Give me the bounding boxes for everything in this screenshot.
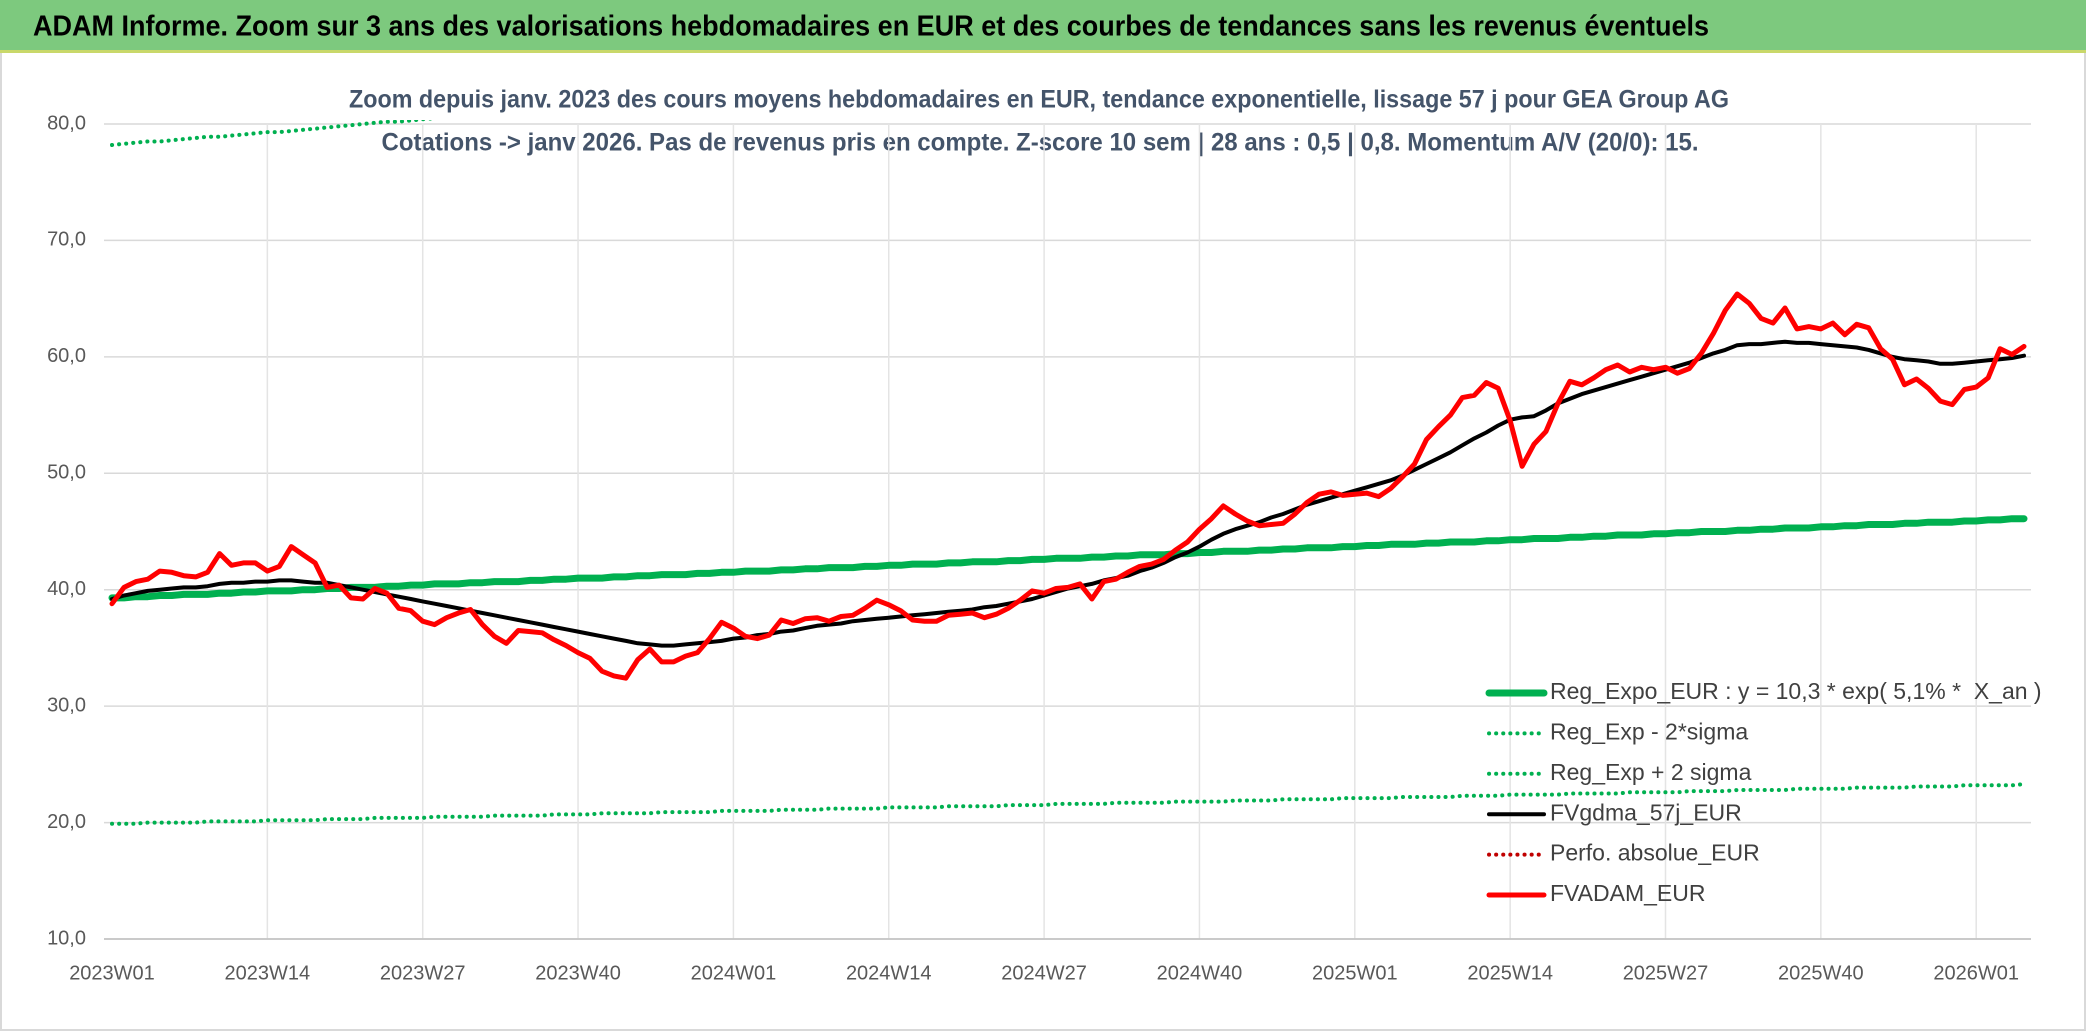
y-tick-label: 10,0 bbox=[47, 927, 86, 949]
series-line bbox=[110, 782, 2026, 826]
x-tick-label: 2023W27 bbox=[380, 962, 466, 984]
y-tick-label: 60,0 bbox=[47, 345, 86, 367]
legend-label: FVADAM_EUR bbox=[1550, 880, 1706, 906]
legend-label: Reg_Exp + 2 sigma bbox=[1550, 759, 1752, 785]
y-tick-label: 20,0 bbox=[47, 811, 86, 833]
x-tick-label: 2025W40 bbox=[1778, 962, 1864, 984]
x-tick-label: 2023W40 bbox=[535, 962, 621, 984]
x-tick-label: 2024W27 bbox=[1001, 962, 1087, 984]
y-tick-label: 50,0 bbox=[47, 462, 86, 484]
x-tick-label: 2025W01 bbox=[1312, 962, 1398, 984]
x-tick-label: 2024W01 bbox=[691, 962, 777, 984]
legend-label: FVgdma_57j_EUR bbox=[1550, 799, 1742, 825]
x-tick-label: 2025W14 bbox=[1467, 962, 1553, 984]
legend-label: Reg_Expo_EUR : y = 10,3 * exp( 5,1% * X_… bbox=[1550, 678, 2042, 704]
x-tick-label: 2025W27 bbox=[1623, 962, 1709, 984]
header-bar bbox=[0, 0, 2086, 53]
x-tick-label: 2023W01 bbox=[69, 962, 155, 984]
header-rule bbox=[0, 50, 2086, 53]
grid bbox=[104, 123, 2031, 940]
chart-title: Zoom depuis janv. 2023 des cours moyens … bbox=[349, 86, 1729, 114]
x-tick-label: 2026W01 bbox=[1933, 962, 2019, 984]
legend-label: Reg_Exp - 2*sigma bbox=[1550, 718, 1748, 744]
header-title: ADAM Informe. Zoom sur 3 ans des valoris… bbox=[33, 11, 1709, 43]
chart-subtitle: Cotations -> janv 2026. Pas de revenus p… bbox=[382, 129, 1699, 157]
y-tick-label: 70,0 bbox=[47, 229, 86, 251]
legend: Reg_Expo_EUR : y = 10,3 * exp( 5,1% * X_… bbox=[1485, 678, 2042, 906]
y-tick-label: 40,0 bbox=[47, 578, 86, 600]
series-line bbox=[109, 291, 2027, 681]
y-tick-label: 80,0 bbox=[47, 112, 86, 134]
legend-label: Perfo. absolue_EUR bbox=[1550, 840, 1760, 866]
x-tick-label: 2023W14 bbox=[225, 962, 311, 984]
x-tick-label: 2024W40 bbox=[1157, 962, 1243, 984]
plot-lines bbox=[108, 120, 2028, 826]
x-tick-label: 2024W14 bbox=[846, 962, 932, 984]
y-tick-label: 30,0 bbox=[47, 694, 86, 716]
series-line bbox=[108, 515, 2028, 602]
